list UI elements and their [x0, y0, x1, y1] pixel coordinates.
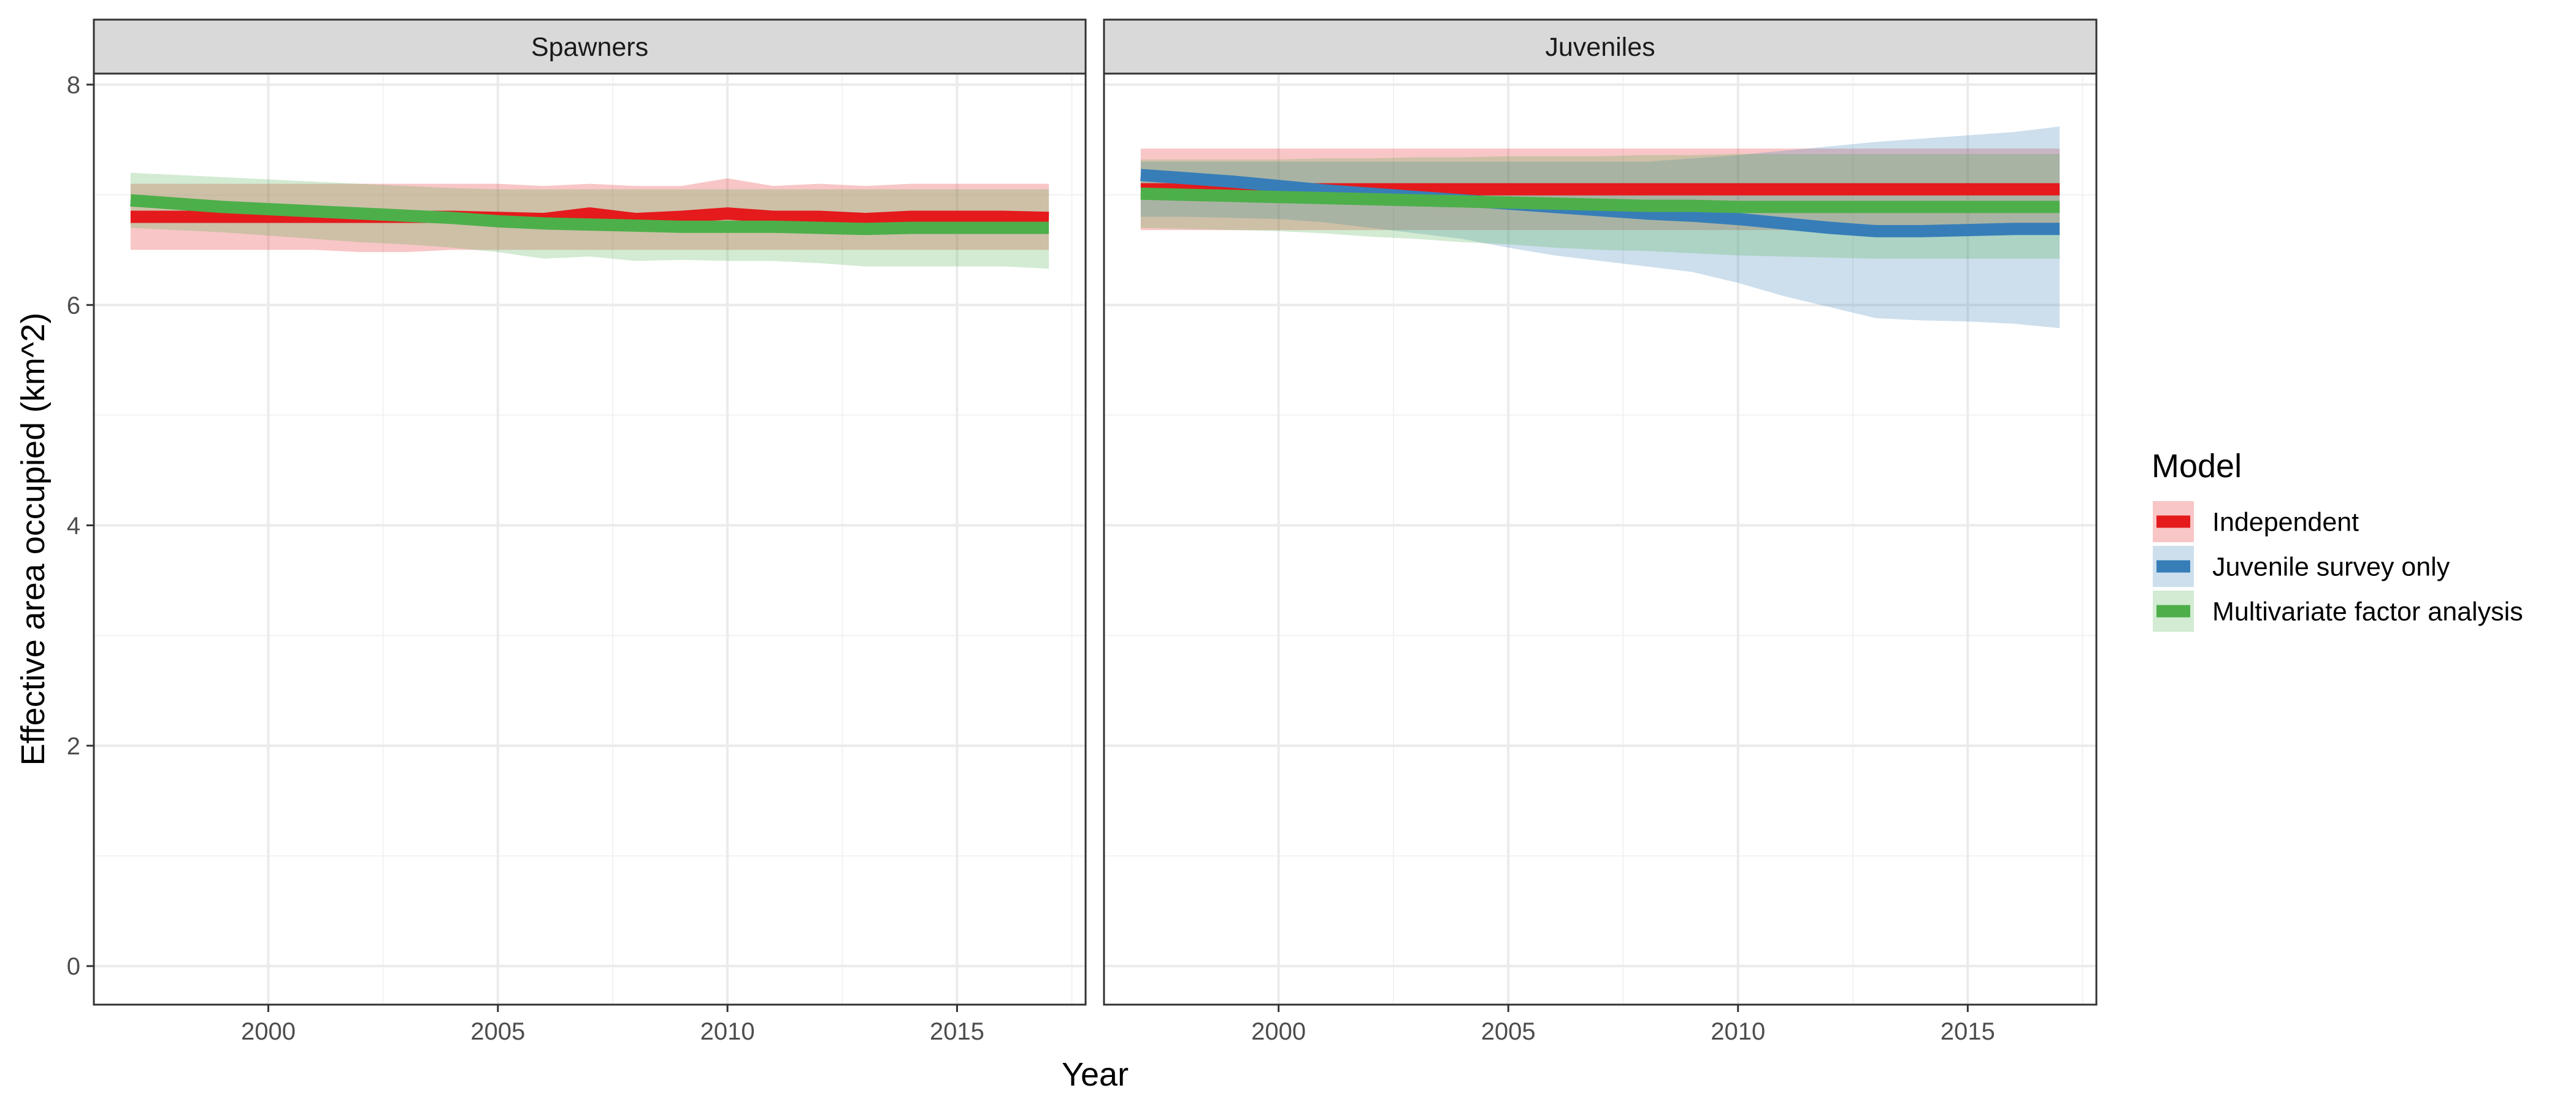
- x-tick-label: 2010: [1711, 1018, 1765, 1045]
- x-tick-label: 2015: [1941, 1018, 1995, 1045]
- series-line-independent: [130, 207, 1049, 226]
- legend-label: Juvenile survey only: [2212, 553, 2450, 582]
- x-tick-label: 2000: [241, 1018, 296, 1045]
- panel-spawners: Spawners 2000 2005 2010 2015: [93, 18, 1087, 1045]
- y-tick-label: 2: [67, 733, 80, 760]
- series-line-multivariate-factor-analysis: [1140, 187, 2060, 213]
- panel-juveniles: Juveniles 2000 2005 2010 2015: [1103, 18, 2098, 1045]
- legend: Model Independent Juvenile survey only Mul…: [2152, 448, 2523, 632]
- x-tick-label: 2000: [1251, 1018, 1306, 1045]
- facet-panels: Spawners 2000 2005 2010 2015 Juveniles 2000 200…: [93, 18, 2098, 1045]
- x-tick-label: 2010: [700, 1018, 755, 1045]
- series-line-multivariate-factor-analysis: [130, 194, 1049, 236]
- legend-label: Independent: [2212, 508, 2359, 537]
- y-axis: 0 2 4 6 8: [67, 72, 94, 980]
- legend-entry-independent: Independent: [2153, 501, 2359, 542]
- legend-label: Multivariate factor analysis: [2212, 597, 2523, 627]
- y-tick-label: 4: [67, 513, 80, 540]
- strip-background: [93, 18, 1087, 75]
- x-tick-label: 2015: [930, 1018, 984, 1045]
- ribbon-juvenile-survey-only: [1140, 126, 2060, 328]
- y-tick-label: 6: [67, 292, 80, 319]
- legend-entry-multivariate-factor-analysis: Multivariate factor analysis: [2153, 591, 2523, 632]
- x-tick-label: 2005: [1481, 1018, 1536, 1045]
- strip-label: Juveniles: [1545, 33, 1655, 62]
- y-axis-title: Effective area occupied (km^2): [15, 313, 52, 766]
- y-tick-label: 8: [67, 72, 80, 99]
- legend-entry-juvenile-survey-only: Juvenile survey only: [2153, 546, 2450, 587]
- strip-background: [1103, 18, 2098, 75]
- x-tick-label: 2005: [470, 1018, 525, 1045]
- y-tick-label: 0: [67, 953, 80, 980]
- legend-title: Model: [2152, 448, 2242, 485]
- strip-label: Spawners: [531, 33, 648, 62]
- x-axis-title: Year: [1062, 1056, 1129, 1093]
